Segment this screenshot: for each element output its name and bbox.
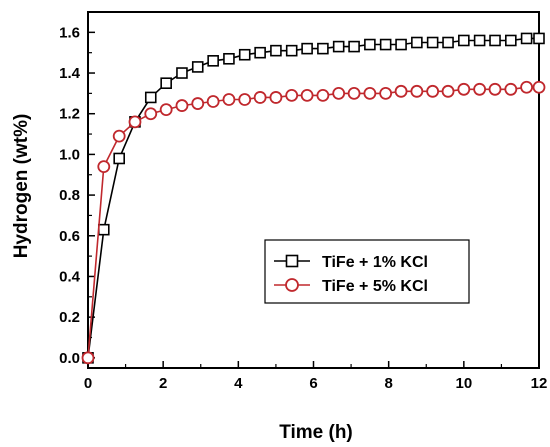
data-point [520, 80, 533, 94]
data-point [347, 86, 361, 100]
data-point [222, 93, 236, 106]
data-point [160, 77, 172, 89]
legend-box [264, 239, 470, 304]
x-tick-label: 6 [309, 375, 317, 392]
data-point [505, 34, 517, 47]
y-tick-label: 0.2 [59, 309, 80, 326]
x-tick-label: 2 [159, 375, 167, 392]
data-point [363, 86, 377, 100]
data-point [207, 55, 219, 67]
x-tick-label: 10 [455, 375, 472, 392]
data-point [473, 82, 487, 96]
y-tick-label: 0.6 [59, 228, 80, 245]
x-axis: 0 2 4 6 8 10 12 [84, 361, 548, 392]
data-point [533, 32, 545, 45]
data-point [379, 86, 393, 100]
data-point [379, 38, 392, 51]
data-point [269, 91, 283, 104]
data-point [316, 89, 330, 102]
data-point [457, 82, 471, 96]
legend-label: TiFe + 5% KCl [322, 278, 428, 295]
series-layer [81, 32, 546, 365]
y-axis-label: Hydrogen (wt%) [11, 114, 32, 259]
x-axis-label: Time (h) [279, 422, 353, 443]
data-point [97, 160, 111, 174]
legend: TiFe + 1% KCl TiFe + 5% KCl [264, 239, 470, 304]
data-point [395, 38, 407, 51]
y-axis: 0.0 0.2 0.4 0.6 0.8 1.0 1.2 1.4 1.6 [59, 24, 95, 367]
data-point [442, 36, 454, 49]
y-tick-label: 0.0 [59, 350, 80, 367]
data-point [144, 91, 157, 104]
x-tick-label: 4 [234, 375, 243, 392]
data-point [254, 46, 266, 59]
data-point [301, 42, 313, 55]
data-point [270, 44, 282, 57]
series-line [87, 37, 539, 358]
data-point [441, 84, 455, 98]
data-point [520, 32, 533, 45]
data-point [317, 42, 329, 55]
series-2 [81, 80, 546, 365]
data-point [285, 278, 299, 292]
data-point [238, 93, 252, 106]
data-point [394, 84, 408, 98]
data-point [504, 82, 518, 96]
data-point [458, 34, 470, 47]
data-point [238, 48, 251, 61]
data-point [223, 52, 235, 65]
data-point [473, 34, 486, 47]
y-tick-label: 0.4 [59, 268, 81, 285]
x-tick-label: 8 [384, 375, 392, 392]
data-point [112, 129, 126, 143]
data-point [128, 115, 142, 129]
x-tick-label: 12 [531, 375, 548, 392]
data-point [144, 107, 158, 121]
data-point [426, 36, 439, 49]
legend-label: TiFe + 1% KCl [322, 254, 428, 271]
data-point [159, 103, 173, 117]
data-point [175, 99, 189, 112]
data-point [81, 351, 95, 365]
data-point [332, 86, 346, 100]
data-point [285, 44, 298, 57]
data-point [206, 95, 220, 108]
data-point [488, 82, 502, 96]
data-point [532, 80, 546, 94]
plot-area [87, 11, 540, 369]
data-point [489, 34, 501, 47]
data-point [332, 40, 345, 53]
data-point [300, 89, 314, 102]
data-point [364, 38, 376, 51]
y-tick-label: 1.6 [59, 24, 80, 41]
data-point [285, 254, 299, 268]
y-tick-label: 1.2 [59, 106, 80, 123]
y-tick-label: 0.8 [59, 187, 80, 204]
data-point [191, 61, 204, 73]
y-tick-label: 1.0 [59, 146, 80, 163]
data-point [191, 97, 205, 110]
data-point [253, 91, 267, 104]
series-1 [82, 32, 545, 364]
data-point [348, 40, 360, 53]
data-point [411, 36, 423, 49]
data-point [176, 67, 188, 79]
y-tick-label: 1.4 [59, 65, 81, 82]
series-line [87, 86, 539, 358]
data-point [97, 223, 110, 236]
data-point [285, 89, 299, 102]
data-point [426, 84, 440, 98]
x-tick-label: 0 [84, 375, 92, 392]
plot-frame [87, 11, 540, 369]
data-point [113, 152, 125, 165]
data-point [410, 84, 424, 98]
